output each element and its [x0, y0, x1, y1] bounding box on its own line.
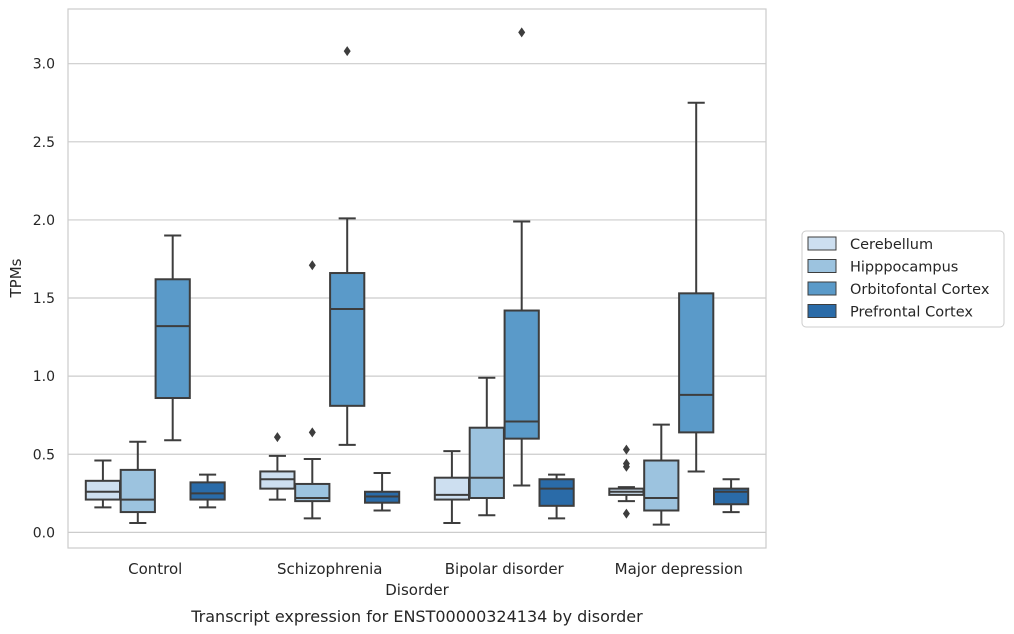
legend-label: Hipppocampus — [850, 260, 958, 276]
box-1-0 — [259, 432, 296, 501]
box-2-2 — [503, 27, 540, 487]
box-3-0 — [608, 444, 645, 519]
legend-label: Cerebellum — [850, 237, 933, 253]
box-iqr — [329, 272, 366, 407]
box-iqr — [538, 478, 575, 507]
box-1-1 — [294, 260, 331, 520]
y-tick-label: 0.5 — [33, 447, 55, 463]
box-iqr — [119, 468, 156, 514]
box-iqr — [189, 481, 226, 501]
box-1-3 — [363, 472, 401, 512]
box-0-3 — [189, 473, 226, 509]
box-3-1 — [643, 423, 680, 526]
outlier-point — [343, 46, 351, 57]
legend-label: Orbitofontal Cortex — [850, 282, 990, 298]
y-tick-label: 0.0 — [33, 525, 55, 541]
box-0-0 — [84, 459, 122, 509]
box-2-0 — [433, 450, 471, 525]
box-iqr — [84, 479, 122, 501]
box-iqr — [154, 278, 191, 400]
outlier-point — [273, 432, 281, 443]
legend-swatch — [807, 281, 837, 296]
y-axis-label: TPMs — [7, 258, 25, 298]
y-tick-label: 2.5 — [33, 135, 55, 151]
legend-swatch — [807, 259, 837, 273]
legend-swatch — [807, 236, 837, 251]
outlier-point — [622, 458, 630, 469]
box-iqr — [294, 482, 331, 503]
y-tick-label: 1.5 — [33, 291, 55, 307]
box-1-2 — [329, 46, 366, 446]
x-tick-label: Major depression — [615, 560, 743, 578]
box-groups — [84, 27, 750, 526]
y-tick-label: 1.0 — [33, 369, 55, 385]
box-0-1 — [119, 440, 156, 525]
box-iqr — [643, 459, 680, 512]
outlier-point — [308, 260, 316, 271]
box-iqr — [678, 292, 715, 434]
outlier-point — [308, 427, 316, 438]
box-iqr — [433, 476, 471, 501]
box-iqr — [468, 426, 505, 500]
y-tick-labels: 0.0 0.5 1.0 1.5 2.0 2.5 3.0 — [33, 57, 55, 542]
legend-swatch — [807, 304, 837, 318]
plot-frame — [67, 8, 767, 549]
x-tick-label: Schizophrenia — [277, 560, 382, 578]
x-tick-labels: Control Schizophrenia Bipolar disorder Majo… — [128, 560, 743, 578]
box-0-2 — [154, 234, 191, 442]
box-3-3 — [712, 478, 750, 514]
box-2-3 — [538, 473, 575, 520]
y-tick-label: 3.0 — [33, 57, 55, 73]
outlier-point — [518, 27, 526, 38]
outlier-point — [622, 508, 630, 519]
box-3-2 — [678, 101, 715, 473]
legend-frame — [801, 230, 1005, 328]
x-tick-label: Control — [128, 560, 182, 578]
outlier-point — [622, 444, 630, 455]
legend: Cerebellum Hipppocampus Orbitofontal Corte… — [801, 230, 1005, 328]
box-2-1 — [468, 376, 505, 517]
x-axis-label: Disorder — [385, 581, 449, 599]
legend-label: Prefrontal Cortex — [850, 305, 973, 321]
y-tick-label: 2.0 — [33, 213, 55, 229]
box-iqr — [503, 309, 540, 440]
x-tick-label: Bipolar disorder — [445, 560, 565, 578]
chart-caption: Transcript expression for ENST0000032413… — [190, 607, 643, 626]
